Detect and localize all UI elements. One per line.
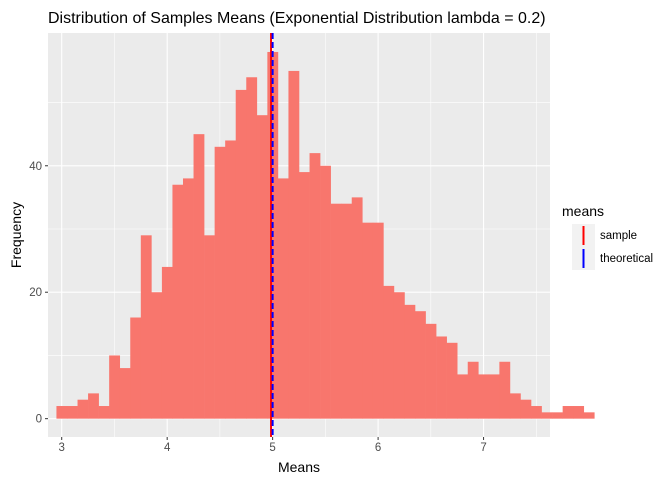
- histogram-bar: [488, 374, 500, 419]
- histogram-bar: [478, 374, 490, 419]
- histogram-bar: [541, 412, 553, 419]
- axes: 3 4 5 6 7 0 20 40: [29, 161, 487, 454]
- histogram-bar: [372, 222, 384, 419]
- histogram-bar: [109, 355, 121, 419]
- histogram-bar: [214, 146, 226, 419]
- x-tick-label: 6: [375, 442, 381, 454]
- histogram-bar: [499, 361, 511, 419]
- x-tick-label: 3: [59, 442, 65, 454]
- histogram-bar: [330, 203, 342, 419]
- histogram-bar: [404, 304, 416, 419]
- histogram-bar: [246, 77, 258, 419]
- histogram-bar: [182, 178, 194, 419]
- histogram-bar: [204, 235, 215, 419]
- histogram-bar: [77, 399, 89, 419]
- x-tick-label: 5: [269, 442, 275, 454]
- histogram-bar: [161, 266, 173, 419]
- reference-lines: [270, 33, 274, 437]
- histogram-bar: [509, 393, 521, 419]
- histogram-bar: [88, 393, 99, 419]
- histogram-bar: [151, 292, 163, 419]
- histogram-bar: [56, 406, 68, 419]
- legend-label-theoretical: theoretical: [600, 253, 653, 265]
- histogram-bar: [362, 222, 374, 419]
- histogram-bar: [415, 311, 426, 419]
- histogram-bar: [562, 406, 574, 419]
- histogram-bar: [119, 368, 131, 419]
- histogram-bar: [341, 203, 353, 419]
- histogram-bar: [309, 153, 321, 419]
- histogram-bar: [573, 406, 585, 419]
- y-axis-title: Frequency: [8, 202, 24, 268]
- y-tick-label: 40: [29, 161, 42, 173]
- histogram-bar: [383, 285, 395, 419]
- histogram-bar: [277, 178, 289, 419]
- histogram-bar: [320, 165, 331, 419]
- histogram-bar: [520, 399, 532, 419]
- histogram-bar: [425, 323, 437, 419]
- x-tick-label: 7: [480, 442, 486, 454]
- histogram-bar: [446, 342, 458, 419]
- histogram-bar: [288, 70, 300, 419]
- legend-title: means: [562, 203, 604, 219]
- histogram-bar: [436, 336, 447, 419]
- legend: means sample theoretical: [562, 203, 653, 270]
- x-axis-title: Means: [278, 459, 320, 475]
- histogram-bar: [457, 374, 469, 419]
- histogram-bar: [583, 412, 595, 419]
- y-tick-label: 0: [36, 414, 42, 426]
- histogram-bar: [552, 412, 563, 419]
- histogram-bars: [56, 51, 595, 419]
- histogram-bar: [393, 292, 405, 419]
- y-tick-label: 20: [29, 287, 42, 299]
- histogram-bar: [66, 406, 78, 419]
- chart-title: Distribution of Samples Means (Exponenti…: [48, 10, 546, 27]
- histogram-bar: [98, 406, 110, 419]
- legend-label-sample: sample: [600, 230, 637, 242]
- histogram-bar: [351, 197, 363, 419]
- histogram-bar: [235, 89, 247, 419]
- histogram-bar: [256, 115, 268, 419]
- histogram-bar: [172, 184, 184, 419]
- x-tick-label: 4: [164, 442, 171, 454]
- histogram-bar: [130, 317, 142, 419]
- histogram-bar: [467, 361, 479, 419]
- histogram-bar: [225, 140, 237, 419]
- histogram-bar: [140, 235, 152, 419]
- histogram-bar: [531, 406, 542, 419]
- histogram-bar: [299, 172, 310, 419]
- histogram-bar: [193, 134, 205, 419]
